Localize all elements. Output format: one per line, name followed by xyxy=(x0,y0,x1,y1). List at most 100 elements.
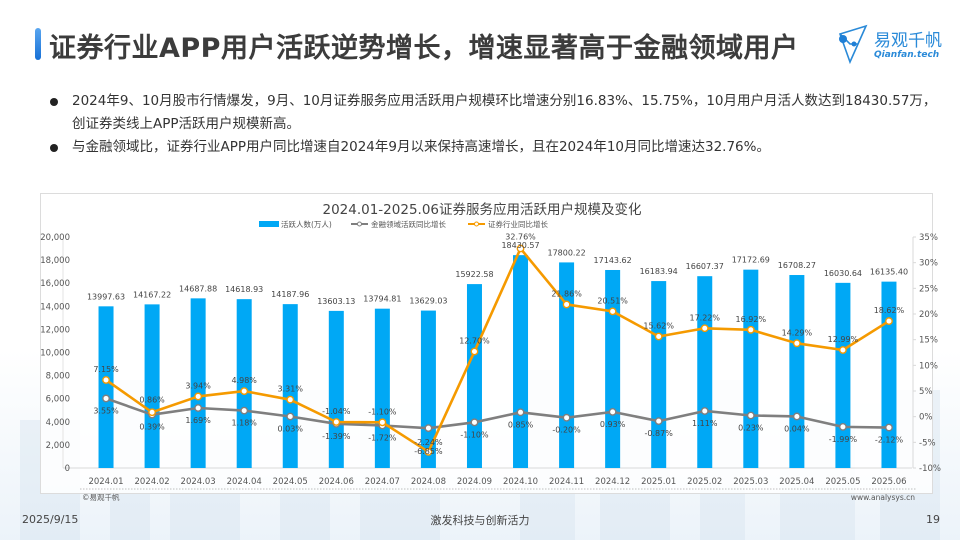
securities-growth-point xyxy=(332,418,341,426)
finance-growth-label: 0.23% xyxy=(738,423,764,432)
bar-active-users xyxy=(789,275,805,468)
right-axis-tick-label: -5% xyxy=(919,438,936,448)
finance-growth-label: -1.10% xyxy=(460,430,489,439)
x-axis-tick-label: 2025.05 xyxy=(825,477,860,487)
finance-growth-label: 1.69% xyxy=(185,416,211,425)
right-axis-tick-label: 0% xyxy=(919,413,933,423)
x-axis-tick-label: 2025.01 xyxy=(641,477,676,487)
finance-growth-label: 0.03% xyxy=(278,425,304,434)
right-axis-tick-label: 35% xyxy=(919,233,938,243)
securities-growth-label: 4.98% xyxy=(231,376,257,385)
finance-growth-label: -0.87% xyxy=(645,429,674,438)
securities-growth-point xyxy=(424,447,433,456)
x-axis-tick-label: 2024.07 xyxy=(365,477,400,487)
bullet-dot-icon xyxy=(50,144,58,152)
securities-growth-label: 7.15% xyxy=(93,365,119,374)
bar-active-users xyxy=(651,281,667,468)
securities-growth-point xyxy=(240,387,249,396)
x-axis-tick-label: 2025.03 xyxy=(733,477,768,487)
finance-growth-label: 3.55% xyxy=(93,406,119,415)
bar-value-label: 16183.94 xyxy=(640,267,678,276)
x-axis-tick-label: 2024.12 xyxy=(595,477,630,487)
right-axis-tick-label: 5% xyxy=(919,387,933,397)
bar-active-users xyxy=(605,269,621,468)
finance-growth-label: 0.04% xyxy=(784,424,810,433)
securities-growth-label: 12.70% xyxy=(459,336,490,345)
securities-growth-label: -1.10% xyxy=(368,407,397,416)
finance-growth-label: -1.39% xyxy=(322,432,351,441)
finance-growth-point xyxy=(516,408,525,417)
bar-active-users xyxy=(236,299,252,468)
bar-series xyxy=(98,255,897,468)
right-axis-tick-label: 25% xyxy=(919,284,938,294)
sail-logo-icon xyxy=(838,24,868,65)
left-axis-tick-label: 8,000 xyxy=(46,372,70,382)
securities-growth-label: -1.04% xyxy=(322,407,351,416)
securities-growth-point xyxy=(562,300,571,309)
source-right: www.analysys.cn xyxy=(851,493,915,502)
bar-value-label: 14618.93 xyxy=(225,285,263,294)
bar-active-users xyxy=(282,304,298,468)
securities-growth-label: 15.62% xyxy=(643,321,674,330)
line-series xyxy=(102,244,893,456)
bar-active-users xyxy=(98,306,114,468)
x-axis-tick-label: 2024.02 xyxy=(135,477,170,487)
right-axis-tick-label: -10% xyxy=(919,464,941,474)
bar-value-label: 17143.62 xyxy=(594,256,632,265)
data-labels: 13997.63 14167.22 14687.88 14618.93 14187.96… xyxy=(87,232,908,455)
finance-growth-point xyxy=(608,407,617,416)
finance-growth-point xyxy=(424,424,433,433)
finance-growth-line xyxy=(105,397,889,430)
left-axis-tick-label: 6,000 xyxy=(46,395,70,405)
bar-active-users xyxy=(466,284,482,468)
finance-growth-point xyxy=(102,394,110,403)
left-axis-tick-label: 2,000 xyxy=(46,441,70,451)
finance-growth-label: 0.85% xyxy=(508,420,534,429)
finance-growth-label: -2.12% xyxy=(875,436,904,445)
summary-bullets: 2024年9、10月股市行情爆发，9月、10月证券服务应用活跃用户规模环比增速分… xyxy=(40,90,940,159)
title-accent-bar xyxy=(35,28,41,60)
legend-securities-marker xyxy=(474,221,479,227)
bar-value-label: 16030.64 xyxy=(824,269,862,278)
securities-growth-label: 18.62% xyxy=(874,306,905,315)
bar-value-label: 17800.22 xyxy=(547,248,585,257)
legend-finance-label: 金融领域活跃同比增长 xyxy=(371,219,446,229)
x-axis-tick-label: 2024.10 xyxy=(503,477,538,487)
securities-growth-point xyxy=(746,325,755,334)
x-axis-tick-label: 2024.09 xyxy=(457,477,492,487)
bar-value-label: 13629.03 xyxy=(409,297,447,306)
logo-chinese-name: 易观千帆 xyxy=(874,31,942,51)
left-axis-tick-label: 4,000 xyxy=(46,418,70,428)
bar-active-users xyxy=(835,282,851,468)
bar-value-label: 18430.57 xyxy=(501,241,539,250)
bar-value-label: 16708.27 xyxy=(778,261,816,270)
finance-growth-point xyxy=(654,417,663,426)
chart-legend: 活跃人数(万人) 金融领域活跃同比增长 证券行业同比增长 xyxy=(259,219,548,229)
footer-slogan: 激发科技与创新活力 xyxy=(430,514,530,527)
source-left: ©易观千帆 xyxy=(82,492,120,502)
finance-growth-label: -1.72% xyxy=(368,433,397,442)
finance-growth-point xyxy=(700,407,709,415)
securities-growth-label: 20.51% xyxy=(597,296,628,305)
left-axis-tick-label: 20,000 xyxy=(40,233,70,243)
finance-growth-point xyxy=(286,412,295,421)
securities-growth-label: 3.31% xyxy=(278,385,304,394)
left-axis-tick-label: 18,000 xyxy=(40,256,70,266)
bar-value-label: 14187.96 xyxy=(271,290,309,299)
legend-finance-marker xyxy=(357,221,362,227)
legend-bar-swatch xyxy=(259,221,279,227)
page-number: 19 xyxy=(926,513,940,526)
securities-growth-point xyxy=(194,392,203,401)
bar-active-users xyxy=(144,304,160,468)
logo-english-name: Qianfan.tech xyxy=(874,50,940,60)
bar-value-label: 13794.81 xyxy=(363,295,401,304)
securities-growth-point xyxy=(148,408,156,417)
right-axis-tick-label: 15% xyxy=(919,336,938,346)
right-axis-tick-label: 10% xyxy=(919,361,938,371)
securities-growth-point xyxy=(286,395,295,404)
bullet-dot-icon xyxy=(50,98,58,106)
bar-active-users xyxy=(190,298,206,468)
bar-active-users xyxy=(374,308,390,468)
x-axis-tick-label: 2024.11 xyxy=(549,477,584,487)
finance-growth-point xyxy=(470,418,479,427)
